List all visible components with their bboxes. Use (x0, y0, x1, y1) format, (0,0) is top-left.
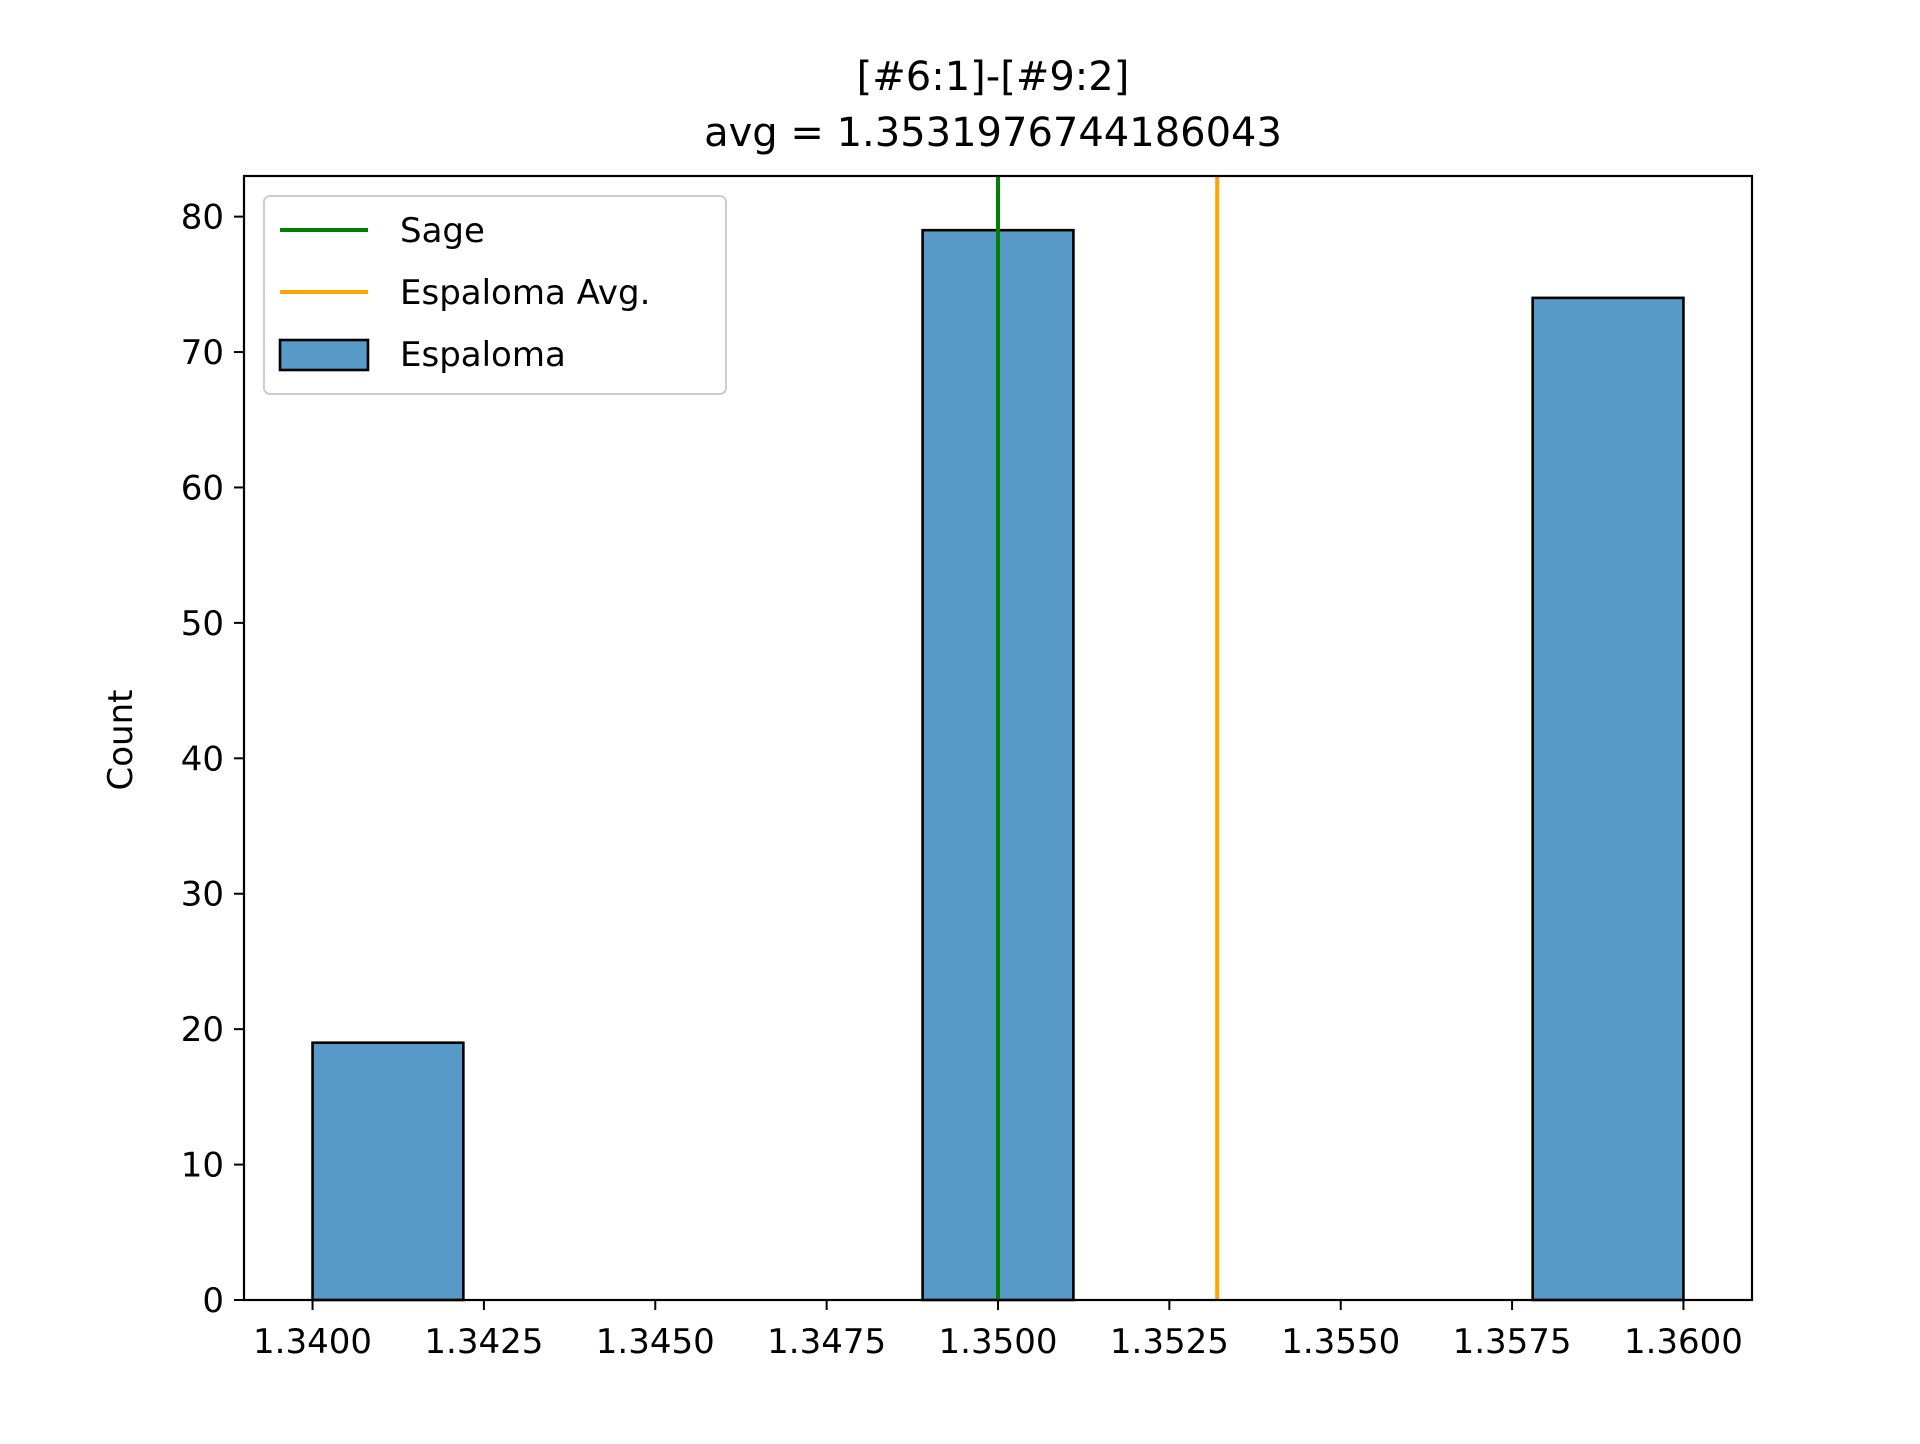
legend-swatch-espaloma (278, 338, 370, 372)
x-tick-label: 1.3400 (253, 1322, 372, 1362)
histogram-bar (1531, 296, 1685, 1302)
x-tick-label: 1.3525 (1110, 1322, 1229, 1362)
y-axis-ticks: 0 10 20 30 40 50 60 70 80 (181, 198, 244, 1321)
reference-lines (996, 176, 1220, 1300)
x-axis-ticks: 1.3400 1.3425 1.3450 1.3475 1.3500 1.3525 1.35… (253, 1300, 1743, 1362)
x-tick-label: 1.3425 (424, 1322, 543, 1362)
y-tick-label: 80 (181, 198, 224, 238)
y-tick-label: 50 (181, 604, 224, 644)
x-tick-label: 1.3550 (1281, 1322, 1400, 1362)
legend-label-espaloma: Espaloma (400, 335, 566, 375)
y-tick-label: 10 (181, 1146, 224, 1186)
legend-label-espaloma-avg: Espaloma Avg. (400, 273, 650, 313)
x-tick-label: 1.3500 (939, 1322, 1058, 1362)
plot-frame (242, 174, 1754, 1302)
y-tick-label: 40 (181, 739, 224, 779)
x-tick-label: 1.3575 (1453, 1322, 1572, 1362)
x-tick-label: 1.3450 (596, 1322, 715, 1362)
chart-title: [#6:1]-[#9:2] (857, 54, 1130, 100)
legend: Sage Espaloma Avg. Espaloma (263, 195, 727, 395)
y-tick-label: 30 (181, 875, 224, 915)
legend-label-sage: Sage (400, 211, 485, 251)
legend-box (263, 195, 727, 395)
x-tick-label: 1.3475 (767, 1322, 886, 1362)
y-tick-label: 0 (202, 1281, 224, 1321)
y-axis-label: Count (101, 690, 141, 791)
x-tick-label: 1.3600 (1624, 1322, 1743, 1362)
y-tick-label: 70 (181, 333, 224, 373)
chart-subtitle: avg = 1.3531976744186043 (704, 110, 1282, 156)
y-tick-label: 60 (181, 468, 224, 508)
y-tick-label: 20 (181, 1010, 224, 1050)
histogram-bar (311, 1041, 465, 1302)
